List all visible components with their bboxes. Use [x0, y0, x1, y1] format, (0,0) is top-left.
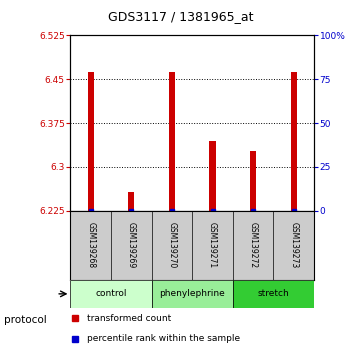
- Bar: [233, 280, 314, 308]
- Bar: [128, 192, 134, 211]
- Bar: [88, 72, 94, 211]
- Bar: [250, 150, 256, 211]
- Text: GSM139273: GSM139273: [289, 222, 298, 268]
- Text: GSM139272: GSM139272: [249, 222, 258, 268]
- Bar: [169, 72, 175, 211]
- Bar: [291, 72, 297, 211]
- Text: GDS3117 / 1381965_at: GDS3117 / 1381965_at: [108, 10, 253, 23]
- Text: GSM139270: GSM139270: [168, 222, 177, 268]
- Text: stretch: stretch: [258, 289, 289, 298]
- Text: transformed count: transformed count: [87, 314, 172, 322]
- Text: control: control: [95, 289, 127, 298]
- Text: phenylephrine: phenylephrine: [159, 289, 225, 298]
- Bar: [209, 141, 216, 211]
- Bar: [70, 280, 152, 308]
- Bar: [152, 280, 233, 308]
- Text: percentile rank within the sample: percentile rank within the sample: [87, 334, 240, 343]
- Text: GSM139269: GSM139269: [127, 222, 136, 268]
- Text: protocol: protocol: [4, 315, 46, 325]
- Text: GSM139268: GSM139268: [86, 222, 95, 268]
- Text: GSM139271: GSM139271: [208, 222, 217, 268]
